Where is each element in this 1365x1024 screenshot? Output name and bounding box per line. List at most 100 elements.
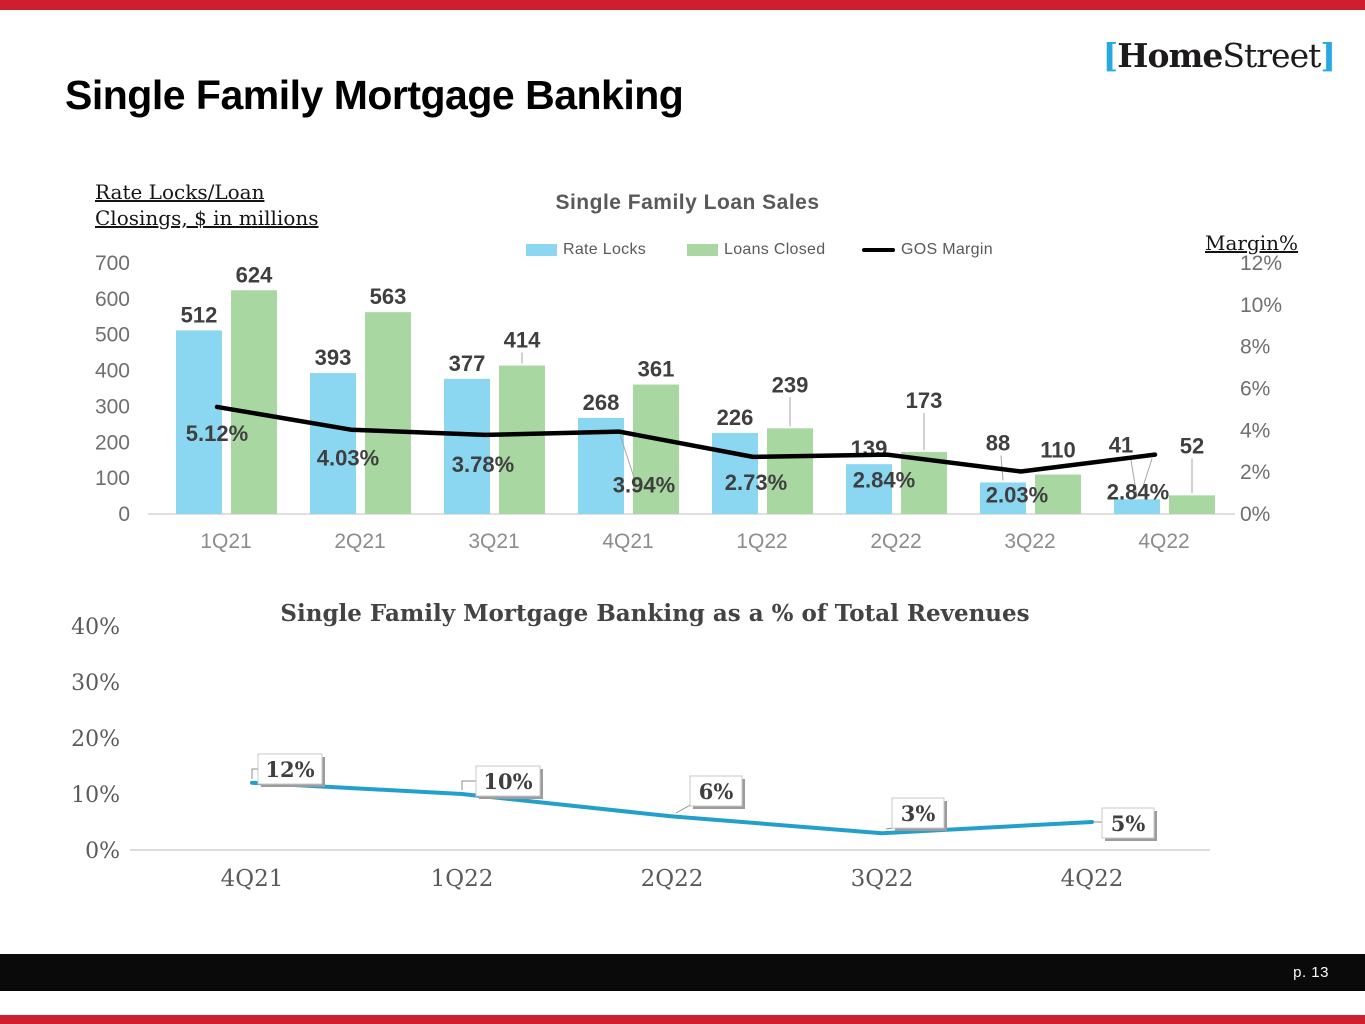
callout-label: 5% — [1111, 811, 1146, 836]
logo-text-street: Street — [1222, 36, 1321, 75]
callout-box — [891, 797, 945, 829]
left-axis-tick: 100 — [95, 467, 130, 490]
bar-value-label: 226 — [717, 405, 754, 430]
right-axis-tick: 10% — [1240, 294, 1282, 317]
bar-loans-closed-3Q22 — [1035, 474, 1081, 514]
page-number: p. 13 — [1293, 964, 1329, 981]
revenue-pct-chart-title: Single Family Mortgage Banking as a % of… — [280, 600, 1030, 627]
x-axis-label: 3Q22 — [851, 866, 914, 892]
bottom-accent-bar — [0, 1015, 1365, 1024]
bar-rate-locks-4Q22 — [1114, 499, 1160, 514]
label-leader-line — [1130, 457, 1138, 498]
right-axis-tick: 0% — [1240, 503, 1270, 526]
bar-loans-closed-1Q22 — [767, 428, 813, 514]
legend-label: Rate Locks — [563, 241, 647, 258]
x-axis-label: 4Q22 — [1061, 866, 1124, 892]
right-axis-tick: 6% — [1240, 378, 1270, 401]
logo-bracket-right: ] — [1320, 36, 1336, 75]
x-axis-label: 1Q22 — [431, 866, 494, 892]
bar-loans-closed-4Q22 — [1169, 495, 1215, 514]
bar-loans-closed-3Q21 — [499, 365, 545, 514]
footer-bar: p. 13 — [0, 954, 1365, 991]
bar-loans-closed-4Q21 — [633, 384, 679, 514]
right-axis-title: Margin% — [1205, 231, 1299, 255]
bar-swatch-icon — [687, 244, 718, 256]
x-axis-label: 1Q22 — [736, 530, 787, 553]
y-axis-tick: 10% — [71, 783, 120, 808]
right-axis-tick: 12% — [1240, 252, 1282, 275]
bar-rate-locks-1Q22 — [712, 432, 758, 514]
bar-value-label: 239 — [772, 372, 809, 397]
legend-label: Loans Closed — [724, 241, 826, 258]
bar-value-label: 110 — [1040, 438, 1076, 463]
callout-label: 12% — [265, 757, 314, 782]
top-accent-bar — [0, 0, 1365, 10]
left-axis-tick: 200 — [95, 431, 130, 454]
callout-leader-line — [251, 768, 258, 779]
bar-value-label: 268 — [583, 390, 620, 415]
x-axis-label: 4Q21 — [221, 866, 284, 892]
bar-rate-locks-3Q22 — [980, 482, 1026, 514]
loan-sales-chart-title: Single Family Loan Sales — [555, 191, 820, 214]
bar-value-label: 624 — [236, 262, 273, 287]
bar-rate-locks-2Q21 — [310, 373, 356, 514]
bar-value-label: 414 — [504, 328, 541, 353]
gos-margin-label: 4.03% — [317, 446, 379, 471]
left-axis-tick: 600 — [95, 288, 130, 311]
x-axis-label: 4Q22 — [1138, 530, 1189, 553]
bar-value-label: 52 — [1180, 433, 1204, 458]
bar-value-label: 361 — [638, 357, 675, 382]
line-swatch-icon — [862, 248, 895, 252]
left-axis-tick: 500 — [95, 324, 130, 347]
callout-label: 10% — [483, 769, 532, 794]
bar-value-label: 173 — [906, 388, 943, 413]
y-axis-tick: 0% — [85, 839, 120, 864]
legend-item-loans-closed: Loans Closed — [687, 241, 825, 259]
legend-label: GOS Margin — [901, 241, 993, 258]
gos-margin-label: 3.94% — [613, 473, 675, 498]
bar-value-label: 563 — [370, 284, 407, 309]
logo-bracket-left: [ — [1102, 36, 1119, 75]
bar-value-label: 377 — [449, 351, 486, 376]
bar-value-label: 139 — [851, 436, 888, 461]
x-axis-label: 4Q21 — [602, 530, 653, 553]
gos-margin-label: 5.12% — [186, 421, 248, 446]
bar-loans-closed-1Q21 — [231, 290, 277, 514]
bar-value-label: 41 — [1109, 432, 1133, 457]
x-axis-label: 2Q21 — [334, 530, 385, 553]
page-title: Single Family Mortgage Banking — [65, 72, 684, 118]
callout-box — [475, 765, 541, 797]
legend-item-gos-margin: GOS Margin — [862, 241, 993, 259]
x-axis-label: 2Q22 — [870, 530, 921, 553]
x-axis-label: 3Q22 — [1004, 530, 1055, 553]
callout-label: 6% — [699, 779, 734, 804]
callout-box — [689, 775, 743, 807]
gos-margin-label: 3.78% — [452, 452, 514, 477]
label-leader-line — [1142, 458, 1153, 487]
gos-margin-label: 2.03% — [986, 483, 1048, 508]
left-axis-title: Rate Locks/Loan Closings, $ in millions — [95, 180, 319, 230]
left-axis-tick: 400 — [95, 360, 130, 383]
bar-value-label: 88 — [986, 430, 1010, 455]
y-axis-tick: 20% — [71, 727, 120, 752]
bar-swatch-icon — [526, 244, 557, 256]
right-axis-tick: 2% — [1240, 461, 1270, 484]
label-leader-line — [619, 434, 637, 484]
gos-margin-label: 2.73% — [725, 470, 787, 495]
y-axis-tick: 30% — [71, 671, 120, 696]
right-axis-tick: 4% — [1240, 419, 1270, 442]
callout-leader-line — [461, 780, 476, 790]
callout-label: 3% — [901, 801, 936, 826]
x-axis-label: 1Q21 — [200, 530, 251, 553]
callout-box — [1101, 807, 1155, 839]
bar-loans-closed-2Q21 — [365, 312, 411, 514]
x-axis-label: 3Q21 — [468, 530, 519, 553]
left-axis-tick: 300 — [95, 395, 130, 418]
loan-sales-chart: 700 600 500 400 300 200 100 0 12% 10% 8% 6% 4% 2% 0% 1Q… — [95, 252, 1282, 553]
right-axis-tick: 8% — [1240, 336, 1270, 359]
legend-item-rate-locks: Rate Locks — [526, 241, 646, 259]
bar-value-label: 512 — [181, 302, 218, 327]
y-axis-tick: 40% — [71, 615, 120, 640]
gos-margin-label: 2.84% — [853, 468, 915, 493]
revenue-pct-chart: 40% 30% 20% 10% 0% 4Q21 1Q22 2Q22 3Q22 4Q22 12% 10%… — [71, 615, 1210, 892]
